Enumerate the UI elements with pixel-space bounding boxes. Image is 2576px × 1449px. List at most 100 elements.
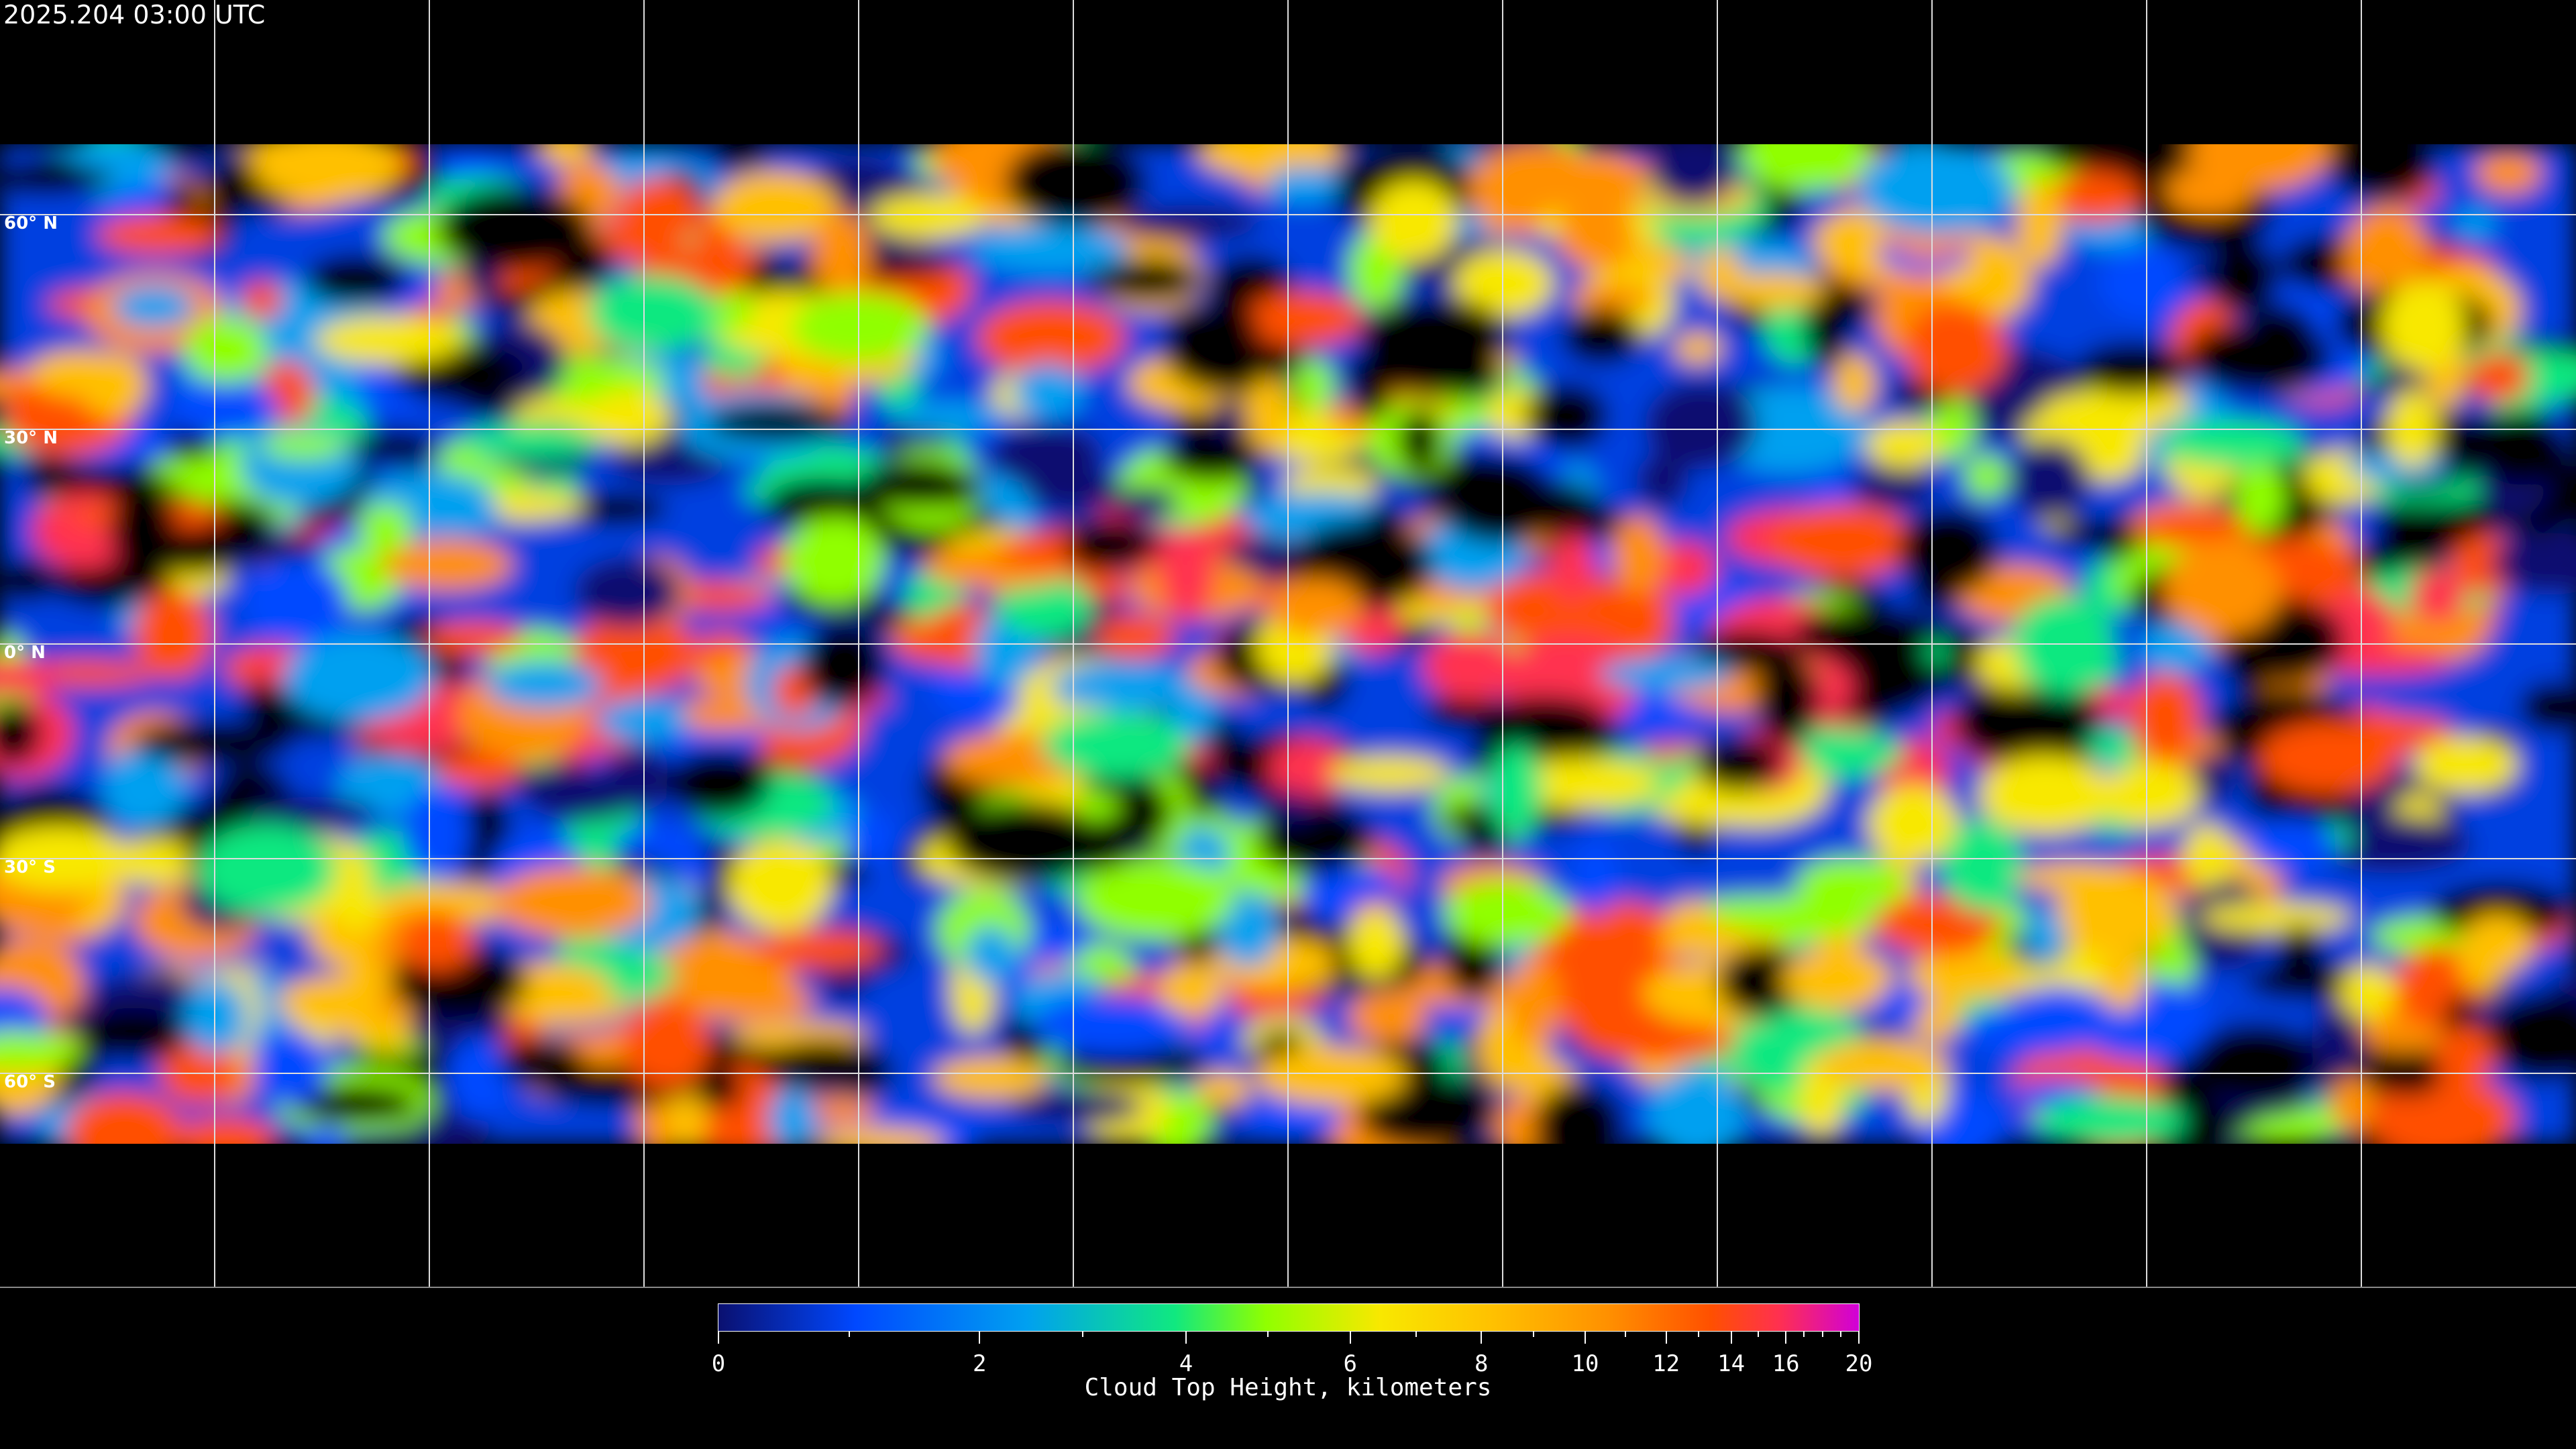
- cloud-patch: [1796, 857, 1906, 911]
- cloud-patch: [563, 492, 667, 526]
- colorbar-minor-tick: [1758, 1332, 1760, 1337]
- cloud-patch: [1397, 409, 1442, 472]
- cloud-patch: [1093, 258, 1201, 301]
- cloud-patch: [712, 171, 838, 243]
- cloud-patch: [1970, 584, 2026, 614]
- cloud-patch: [2377, 1061, 2441, 1095]
- colorbar-minor-tick: [848, 1332, 850, 1337]
- colorbar-tick-label: 8: [1474, 1350, 1489, 1377]
- cloud-top-height-map: 60° N 30° N 0° N 30° S 60° S: [0, 0, 2576, 1288]
- cloud-patch: [1524, 932, 1670, 1002]
- cloud-patch: [1858, 144, 2014, 235]
- colorbar-tick-label: 0: [711, 1350, 726, 1377]
- cloud-patch: [1489, 744, 1543, 837]
- colorbar-tick-label: 10: [1571, 1350, 1599, 1377]
- cloud-patch: [888, 401, 1006, 431]
- cloud-patch: [2160, 419, 2303, 467]
- lat-label-30n: 30° N: [4, 428, 58, 448]
- cloud-patch: [97, 214, 221, 255]
- cloud-patch: [1194, 1072, 1252, 1106]
- cloud-patch: [2076, 341, 2188, 395]
- cloud-patch: [2010, 439, 2090, 521]
- cloud-patch: [133, 589, 213, 679]
- cloud-patch: [170, 379, 280, 438]
- cloud-patch: [1293, 359, 1334, 411]
- cloud-patch: [1646, 1068, 1747, 1144]
- cloud-patch: [244, 557, 349, 647]
- cloud-patch: [2259, 720, 2398, 794]
- cloud-patch: [2381, 280, 2465, 371]
- colorbar: [718, 1303, 1860, 1332]
- cloud-patch: [755, 929, 882, 969]
- cloud-patch: [110, 485, 177, 576]
- cloud-patch: [2049, 519, 2148, 548]
- cloud-patch: [65, 1091, 184, 1144]
- cloud-patch: [2033, 1096, 2186, 1144]
- cloud-patch: [1161, 432, 1262, 482]
- cloud-patch: [28, 350, 131, 397]
- cloud-patch: [1897, 506, 2000, 594]
- cloud-patch: [1904, 303, 2007, 394]
- colorbar-minor-tick: [1803, 1332, 1805, 1337]
- cloud-patch: [2409, 568, 2466, 622]
- cloud-patch: [2486, 991, 2576, 1081]
- colorbar-major-tick: [1585, 1332, 1586, 1344]
- cloud-patch: [2188, 1023, 2324, 1102]
- cloud-patch: [812, 211, 871, 299]
- cloud-patch: [586, 388, 672, 446]
- cloud-patch: [2311, 1004, 2365, 1080]
- cloud-patch: [1485, 570, 1633, 647]
- cloud-patch: [380, 539, 513, 591]
- colorbar-minor-tick: [1821, 1332, 1823, 1337]
- cloud-patch: [2475, 150, 2541, 195]
- cloud-patch: [252, 1028, 328, 1106]
- cloud-patch: [617, 636, 703, 669]
- cloud-patch: [1160, 528, 1215, 622]
- cloud-patch: [622, 998, 710, 1089]
- colorbar-tick-label: 2: [973, 1350, 987, 1377]
- cloud-patch: [1454, 249, 1554, 318]
- cloud-patch: [197, 824, 337, 914]
- cloud-patch: [2458, 924, 2508, 992]
- cloud-patch: [1051, 661, 1187, 714]
- cloud-patch: [976, 300, 1126, 375]
- cloud-patch: [0, 559, 55, 602]
- cloud-patch: [184, 979, 248, 1055]
- cloud-patch: [1358, 297, 1511, 376]
- cloud-patch: [678, 722, 767, 756]
- colorbar-major-tick: [1730, 1332, 1732, 1344]
- colorbar-minor-tick: [1839, 1332, 1841, 1337]
- cloud-patch: [2024, 910, 2065, 963]
- cloud-patch: [1064, 526, 1152, 572]
- cloud-patch: [1217, 893, 1279, 967]
- lat-label-60s: 60° S: [4, 1072, 56, 1092]
- cloud-patch: [1644, 380, 1758, 470]
- cloud-patch: [2428, 881, 2573, 938]
- cloud-patch: [499, 1038, 586, 1088]
- cloud-patch: [2491, 533, 2576, 595]
- cloud-patch: [249, 796, 376, 829]
- colorbar-tick-label: 14: [1717, 1350, 1746, 1377]
- cloud-patch: [1721, 272, 1826, 309]
- cloud-patch: [1005, 144, 1148, 227]
- colorbar-minor-tick: [1082, 1332, 1084, 1337]
- cloud-patch: [1738, 144, 1872, 191]
- cloud-patch: [110, 758, 189, 813]
- cloud-patch: [305, 254, 408, 305]
- cloud-patch: [708, 144, 769, 170]
- cloud-patch: [1534, 1081, 1625, 1144]
- cloud-patch: [2129, 672, 2202, 761]
- cloud-patch: [859, 460, 970, 508]
- cloud-patch: [595, 698, 690, 743]
- cloud-patch: [1525, 382, 1608, 450]
- cloud-patch: [184, 317, 269, 384]
- cloud-patch: [252, 144, 401, 203]
- cloud-patch: [2099, 762, 2200, 828]
- cloud-patch: [1867, 784, 1960, 863]
- cloud-patch: [1850, 464, 1934, 510]
- cloud-patch: [2017, 180, 2063, 268]
- cloud-patch: [358, 502, 413, 554]
- cloud-patch: [1008, 1089, 1144, 1125]
- cloud-patch: [869, 193, 988, 239]
- cloud-patch: [618, 176, 699, 250]
